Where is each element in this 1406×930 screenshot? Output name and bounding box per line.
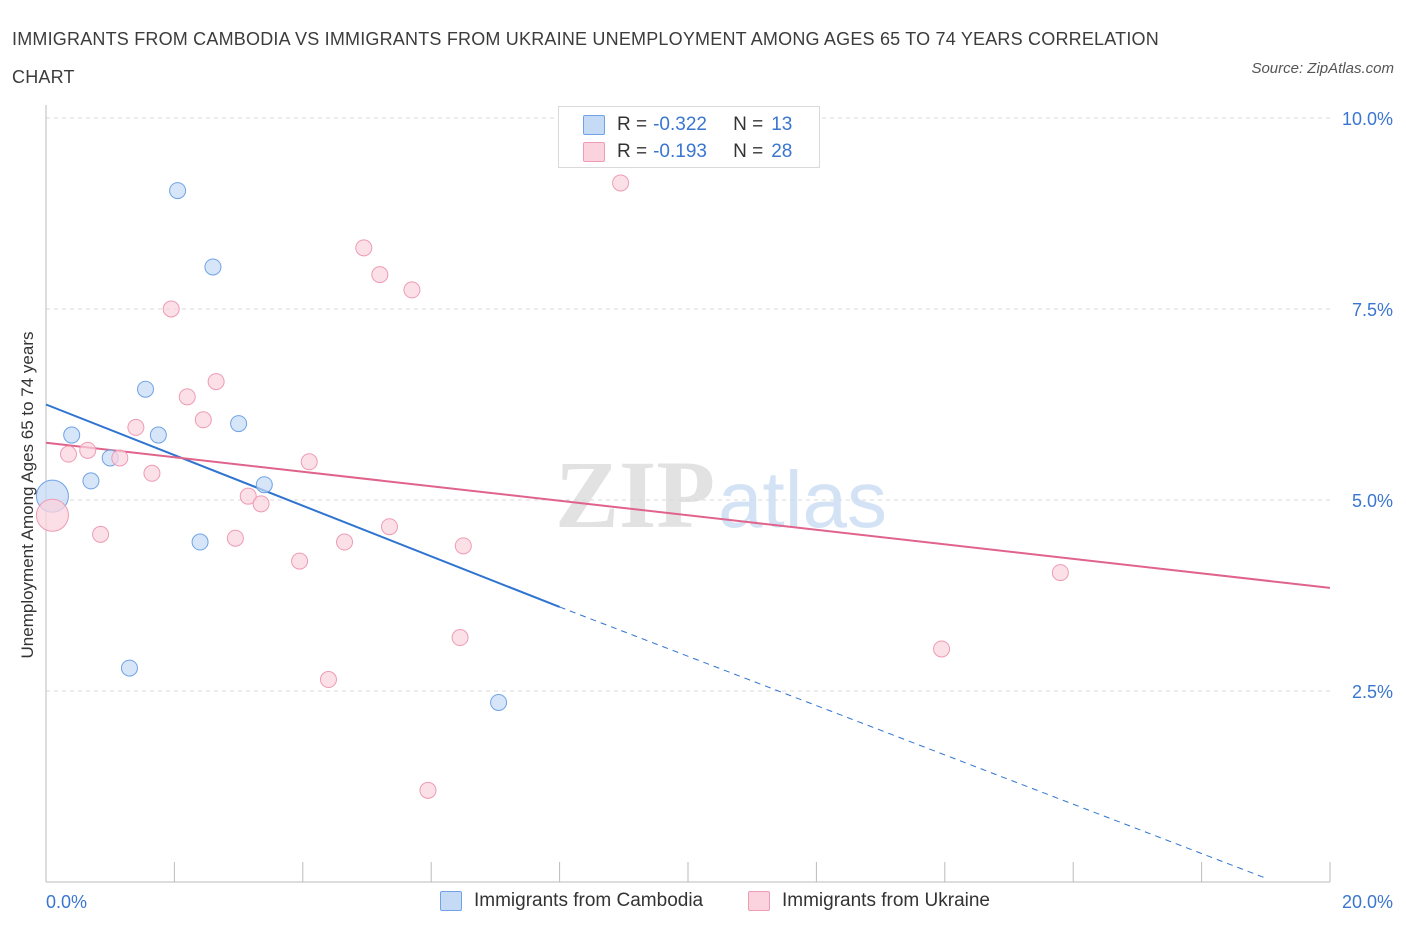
y-axis-label: Unemployment Among Ages 65 to 74 years — [18, 331, 37, 659]
watermark-zip: ZIP — [555, 441, 715, 548]
ukraine-point — [933, 640, 951, 658]
y-tick-label: 7.5% — [1352, 300, 1393, 320]
ukraine-point — [319, 671, 337, 689]
chart-title: IMMIGRANTS FROM CAMBODIA VS IMMIGRANTS F… — [12, 29, 1159, 87]
ukraine-point — [403, 281, 421, 299]
data-points — [35, 174, 1069, 799]
ukraine-point — [92, 525, 110, 543]
cambodia-point — [137, 380, 155, 398]
ukraine-point — [419, 781, 437, 799]
cambodia-trend-line — [45, 403, 560, 608]
cambodia-label: Immigrants from Cambodia — [474, 890, 704, 911]
watermark-atlas: atlas — [718, 455, 887, 544]
cambodia-point — [63, 426, 81, 444]
ukraine-point — [35, 498, 69, 532]
cambodia-point — [204, 258, 222, 276]
ukraine-point — [612, 174, 630, 192]
cambodia-trend-extension — [559, 606, 1266, 879]
correlation-legend: R = -0.322 N = 13 R = -0.193 N = 28 — [558, 106, 820, 168]
ukraine-point — [194, 411, 212, 429]
ukraine-point — [111, 449, 129, 467]
r-value: -0.322 — [653, 114, 707, 135]
cambodia-point — [490, 693, 508, 711]
bottom-legend-cambodia: Immigrants from Cambodia — [440, 890, 703, 912]
grid-lines — [46, 117, 1330, 692]
cambodia-point — [255, 476, 273, 494]
ukraine-swatch — [748, 891, 770, 911]
ukraine-point — [79, 441, 97, 459]
ukraine-point — [355, 239, 373, 257]
ukraine-point — [143, 464, 161, 482]
cambodia-swatch — [440, 891, 462, 911]
y-tick-label: 2.5% — [1352, 682, 1393, 702]
ukraine-trend-line — [45, 441, 1331, 589]
source-label: Source: ZipAtlas.com — [1251, 60, 1394, 77]
r-label: R = — [617, 141, 648, 162]
n-label: N = — [733, 114, 764, 135]
ukraine-point — [127, 418, 145, 436]
cambodia-point — [82, 472, 100, 490]
ukraine-point — [451, 629, 469, 647]
legend-row-cambodia: R = -0.322 N = 13 — [583, 112, 792, 138]
ukraine-point — [239, 487, 257, 505]
n-value: 13 — [771, 114, 793, 135]
cambodia-point — [169, 182, 187, 200]
y-tick-label: 10.0% — [1342, 109, 1393, 129]
ukraine-point — [380, 518, 398, 536]
ukraine-point — [226, 529, 244, 547]
r-label: R = — [617, 114, 648, 135]
legend-row-ukraine: R = -0.193 N = 28 — [583, 139, 792, 165]
tick-labels: 2.5% 5.0% 7.5% 10.0% 0.0% 20.0% — [46, 109, 1393, 912]
trend-lines — [45, 403, 1331, 879]
r-value: -0.193 — [653, 141, 707, 162]
ukraine-point — [454, 537, 472, 555]
ukraine-label: Immigrants from Ukraine — [782, 890, 990, 911]
ukraine-swatch — [583, 142, 605, 162]
ukraine-point — [207, 373, 225, 391]
ukraine-point — [371, 266, 389, 284]
ukraine-point — [59, 445, 77, 463]
cambodia-point — [230, 415, 248, 433]
cambodia-point — [120, 659, 138, 677]
cambodia-point — [149, 426, 167, 444]
cambodia-swatch — [583, 115, 605, 135]
ukraine-point — [162, 300, 180, 318]
n-label: N = — [733, 141, 764, 162]
ukraine-point — [336, 533, 354, 551]
cambodia-point — [191, 533, 209, 551]
n-value: 28 — [771, 141, 793, 162]
y-tick-label: 5.0% — [1352, 491, 1393, 511]
ukraine-point — [178, 388, 196, 406]
x-tick-label: 20.0% — [1342, 892, 1393, 912]
x-tick-label: 0.0% — [46, 892, 87, 912]
ukraine-point — [291, 552, 309, 570]
bottom-legend-ukraine: Immigrants from Ukraine — [748, 890, 990, 912]
ukraine-point — [252, 495, 270, 513]
ukraine-point — [1051, 564, 1069, 582]
ukraine-point — [300, 453, 318, 471]
